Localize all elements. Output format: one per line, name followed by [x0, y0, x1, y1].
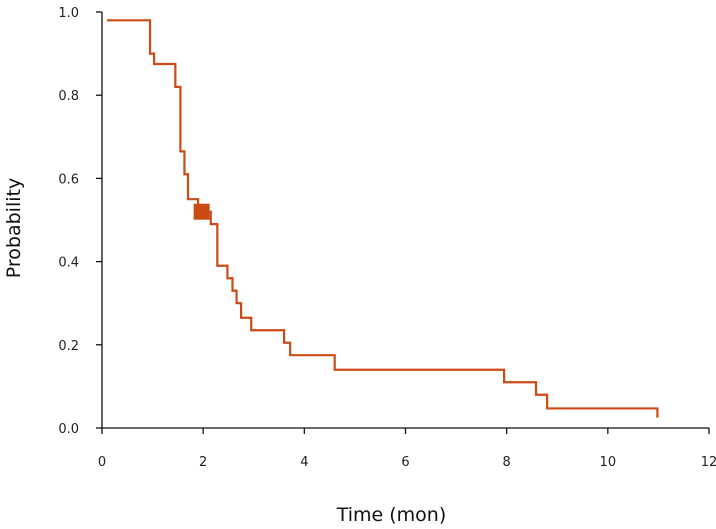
censor-marker: [193, 203, 210, 220]
y-tick-label: 0.0: [58, 422, 79, 437]
plot-area: [107, 19, 659, 418]
y-axis-title: Probability: [3, 178, 25, 278]
y-tick-label: 0.2: [58, 339, 79, 354]
x-axis-title: Time (mon): [336, 504, 447, 526]
y-tick-label: 1.0: [58, 6, 79, 21]
x-tick-label: 0: [98, 455, 106, 470]
x-tick-label: 10: [600, 455, 617, 470]
x-tick-label: 2: [199, 455, 207, 470]
y-tick-label: 0.6: [58, 172, 79, 187]
survival-step-line: [107, 19, 659, 418]
y-tick-label: 0.4: [58, 256, 79, 271]
x-tick-label: 8: [503, 455, 511, 470]
x-tick-label: 12: [701, 455, 716, 470]
y-ticks: 0.0 0.2 0.4 0.6 0.8 1.0: [58, 6, 102, 437]
y-tick-label: 0.8: [58, 89, 79, 104]
axes: 0 2 4 6 8 10 12 0.0 0.2 0.4 0.6 0.8 1.0: [58, 6, 716, 470]
x-ticks: 0 2 4 6 8 10 12: [98, 428, 716, 470]
x-tick-label: 6: [401, 455, 409, 470]
x-tick-label: 4: [300, 455, 308, 470]
